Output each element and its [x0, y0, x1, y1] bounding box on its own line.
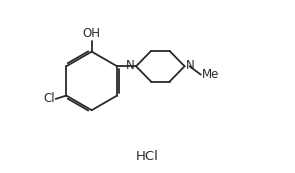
Text: Cl: Cl: [43, 92, 55, 105]
Text: HCl: HCl: [136, 150, 159, 163]
Text: N: N: [126, 59, 135, 72]
Text: OH: OH: [83, 27, 101, 40]
Text: Me: Me: [202, 68, 219, 81]
Text: N: N: [186, 59, 194, 72]
